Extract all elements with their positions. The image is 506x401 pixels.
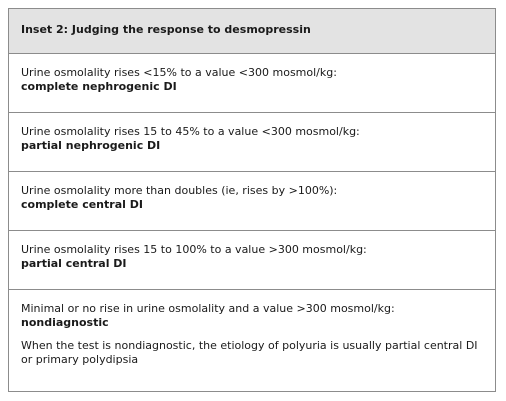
table-row: Urine osmolality more than doubles (ie, … <box>9 172 495 231</box>
row-result: complete nephrogenic DI <box>21 80 177 93</box>
row-result: partial central DI <box>21 257 127 270</box>
table-body: Urine osmolality rises <15% to a value <… <box>9 54 495 367</box>
row-text: Urine osmolality rises 15 to 45% to a va… <box>21 125 360 138</box>
row-text: Urine osmolality rises 15 to 100% to a v… <box>21 243 367 256</box>
row-text: Urine osmolality rises <15% to a value <… <box>21 66 337 79</box>
row-text: Minimal or no rise in urine osmolality a… <box>21 302 395 315</box>
inset-table: Inset 2: Judging the response to desmopr… <box>8 8 496 392</box>
row-result: complete central DI <box>21 198 143 211</box>
row-result: nondiagnostic <box>21 316 109 329</box>
table-row: Urine osmolality rises 15 to 100% to a v… <box>9 231 495 290</box>
row-result: partial nephrogenic DI <box>21 139 161 152</box>
row-text: Urine osmolality more than doubles (ie, … <box>21 184 338 197</box>
table-row: Urine osmolality rises 15 to 45% to a va… <box>9 113 495 172</box>
table-title: Inset 2: Judging the response to desmopr… <box>9 9 495 54</box>
table-row: Urine osmolality rises <15% to a value <… <box>9 54 495 113</box>
row-note: When the test is nondiagnostic, the etio… <box>21 339 478 366</box>
table-row: Minimal or no rise in urine osmolality a… <box>9 290 495 367</box>
